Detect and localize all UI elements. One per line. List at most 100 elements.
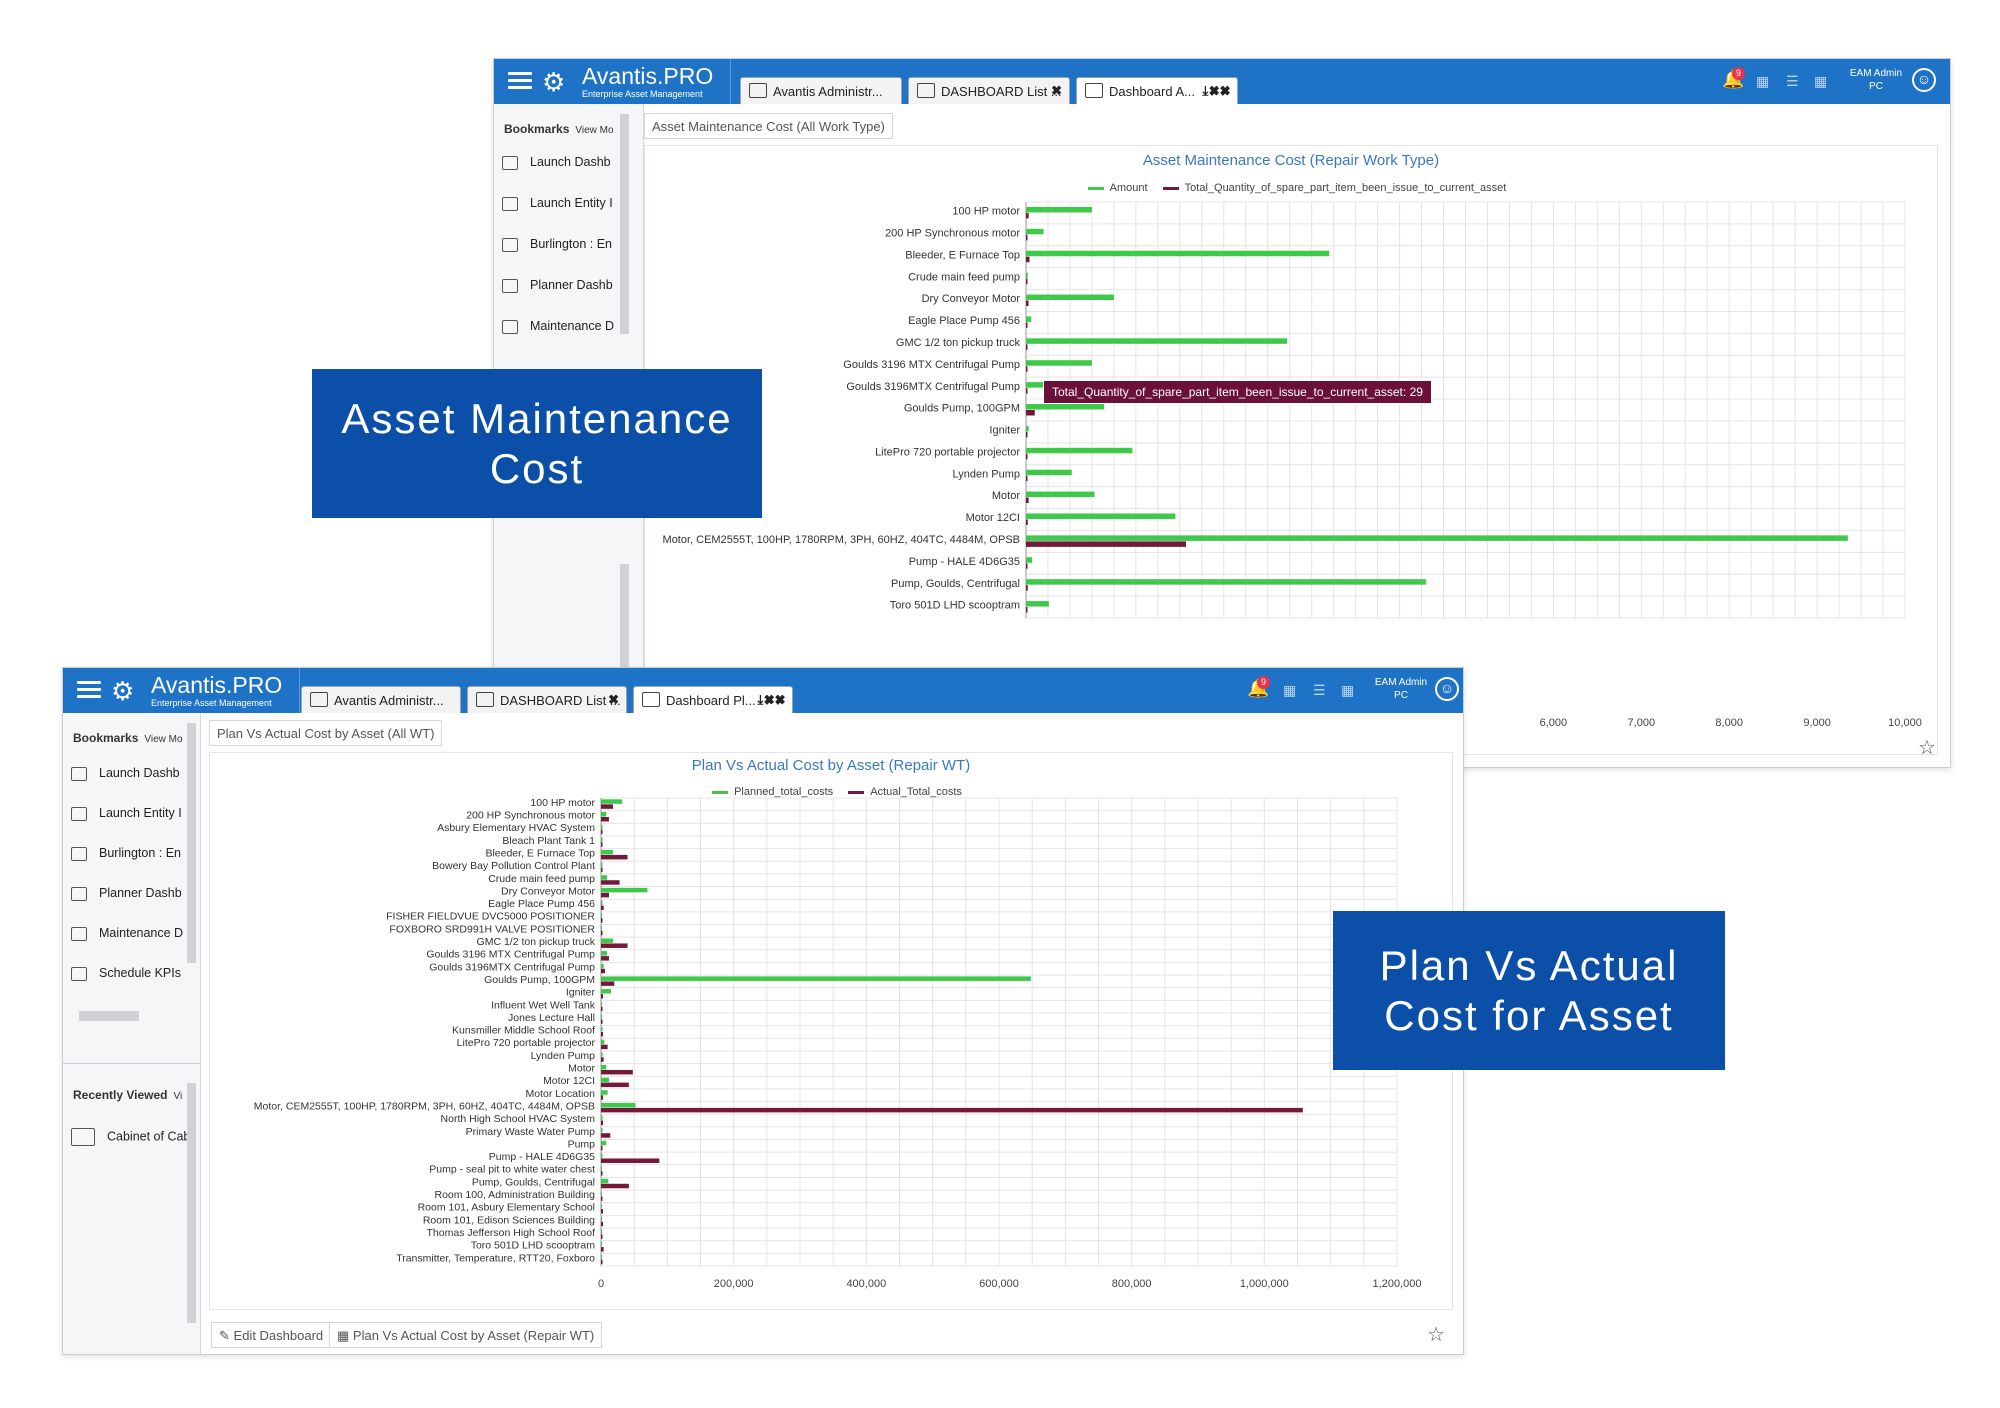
tab-tools-icons[interactable]: ⤓✖✖ <box>757 692 786 707</box>
bar-maroon[interactable] <box>601 1209 603 1214</box>
bar-green[interactable] <box>601 1229 602 1234</box>
dashboard-tab-button[interactable]: ▦ Plan Vs Actual Cost by Asset (Repair W… <box>329 1322 603 1348</box>
bar-maroon[interactable] <box>601 816 609 822</box>
bar-maroon[interactable] <box>601 943 628 948</box>
sidebar-scrollbar[interactable] <box>620 114 629 334</box>
bar-green[interactable] <box>1026 294 1114 301</box>
bar-green[interactable] <box>601 976 1031 981</box>
bar-maroon[interactable] <box>601 1082 629 1088</box>
bar-green[interactable] <box>601 1178 609 1184</box>
bar-maroon[interactable] <box>601 1120 603 1126</box>
bar-green[interactable] <box>1026 601 1049 607</box>
bar-green[interactable] <box>1026 338 1288 344</box>
bar-green[interactable] <box>1026 557 1033 563</box>
bar-green[interactable] <box>601 900 603 906</box>
bar-maroon[interactable] <box>1026 497 1029 504</box>
bar-maroon[interactable] <box>601 880 620 885</box>
close-tab-icon[interactable]: ✖ <box>1051 83 1063 98</box>
bar-green[interactable] <box>601 1242 602 1247</box>
tab-avantis-admin[interactable]: Avantis Administr... <box>301 686 461 713</box>
bar-maroon[interactable] <box>601 1259 603 1265</box>
bar-green[interactable] <box>601 951 607 956</box>
bar-maroon[interactable] <box>601 1171 603 1176</box>
bar-maroon[interactable] <box>1026 300 1029 307</box>
bar-maroon[interactable] <box>1026 607 1028 613</box>
bar-maroon[interactable] <box>1026 256 1030 263</box>
sidebar-scrollbar-recent[interactable] <box>187 1083 196 1323</box>
bar-green[interactable] <box>601 925 602 931</box>
bar-maroon[interactable] <box>601 1057 604 1062</box>
bar-green[interactable] <box>601 938 613 943</box>
favorite-star-icon[interactable]: ☆ <box>1918 737 1936 759</box>
bar-green[interactable] <box>1026 360 1092 366</box>
bar-maroon[interactable] <box>601 1196 603 1201</box>
bar-green[interactable] <box>1026 206 1092 213</box>
view-more-link[interactable]: Vi <box>173 1091 183 1102</box>
bar-maroon[interactable] <box>601 968 605 974</box>
bar-maroon[interactable] <box>1026 212 1029 219</box>
bar-maroon[interactable] <box>601 854 628 860</box>
bar-maroon[interactable] <box>1026 234 1028 241</box>
bar-maroon[interactable] <box>1026 278 1028 285</box>
bar-green[interactable] <box>601 887 648 893</box>
bar-maroon[interactable] <box>1026 563 1028 569</box>
bar-maroon[interactable] <box>601 981 615 986</box>
user-avatar-icon[interactable]: ☺ <box>1435 677 1459 701</box>
bar-maroon[interactable] <box>601 829 603 835</box>
bar-green[interactable] <box>601 1039 605 1045</box>
bar-green[interactable] <box>601 811 607 817</box>
bookmark-item[interactable]: Planner Dashb <box>502 278 613 298</box>
bar-maroon[interactable] <box>1026 344 1028 350</box>
tab-tools-icons[interactable]: ⤓✖✖ <box>1202 83 1231 98</box>
tile-view-icon[interactable]: ▦ <box>1814 73 1828 89</box>
bar-green[interactable] <box>601 1128 603 1133</box>
bar-maroon[interactable] <box>1026 585 1028 591</box>
bar-green[interactable] <box>1026 447 1133 454</box>
sidebar-scrollbar-lower[interactable] <box>620 564 629 764</box>
bookmark-item[interactable]: Burlington : En <box>71 846 181 866</box>
bar-maroon[interactable] <box>601 1234 603 1239</box>
bar-green[interactable] <box>1026 535 1848 541</box>
bar-maroon[interactable] <box>601 1107 1303 1113</box>
bar-green[interactable] <box>601 837 603 842</box>
bar-maroon[interactable] <box>1026 475 1028 482</box>
bar-green[interactable] <box>1026 491 1095 498</box>
bar-maroon[interactable] <box>601 804 613 809</box>
bar-green[interactable] <box>1026 316 1032 322</box>
bar-green[interactable] <box>1026 469 1072 476</box>
bar-maroon[interactable] <box>601 1247 604 1252</box>
bookmark-item[interactable]: Launch Dashb <box>502 155 611 175</box>
bar-green[interactable] <box>601 1115 603 1121</box>
bar-green[interactable] <box>1026 404 1105 410</box>
bar-green[interactable] <box>601 1102 636 1108</box>
bar-maroon[interactable] <box>1026 453 1028 460</box>
grid-view-icon[interactable]: ▦ <box>1283 682 1297 698</box>
bar-green[interactable] <box>1026 425 1029 432</box>
bar-maroon[interactable] <box>601 867 603 873</box>
list-view-icon[interactable]: ☰ <box>1313 682 1326 698</box>
bar-green[interactable] <box>601 1254 602 1260</box>
bar-maroon[interactable] <box>601 994 603 999</box>
hamburger-menu-icon[interactable] <box>77 681 101 699</box>
bar-green[interactable] <box>1026 250 1330 257</box>
bar-maroon[interactable] <box>601 956 609 961</box>
bar-maroon[interactable] <box>601 1158 660 1163</box>
bar-maroon[interactable] <box>601 892 609 898</box>
tab-avantis-admin[interactable]: Avantis Administr... <box>740 77 902 104</box>
sidebar-scrollbar[interactable] <box>187 723 196 963</box>
bookmark-item[interactable]: Burlington : En <box>502 237 612 257</box>
bar-green[interactable] <box>1026 513 1176 519</box>
bar-green[interactable] <box>601 862 603 868</box>
view-more-link[interactable]: View Mo <box>575 125 614 136</box>
grid-view-icon[interactable]: ▦ <box>1756 73 1770 89</box>
bookmark-item[interactable]: Planner Dashb <box>71 886 182 906</box>
bar-maroon[interactable] <box>601 1145 603 1151</box>
view-more-link[interactable]: View Mo <box>144 734 183 745</box>
bar-green[interactable] <box>601 875 607 880</box>
bar-green[interactable] <box>601 1140 607 1146</box>
bar-maroon[interactable] <box>601 1133 611 1138</box>
bookmark-item[interactable]: Maintenance D <box>71 926 183 946</box>
tile-view-icon[interactable]: ▦ <box>1341 682 1355 698</box>
bar-maroon[interactable] <box>601 1019 603 1024</box>
bar-maroon[interactable] <box>601 1069 633 1075</box>
